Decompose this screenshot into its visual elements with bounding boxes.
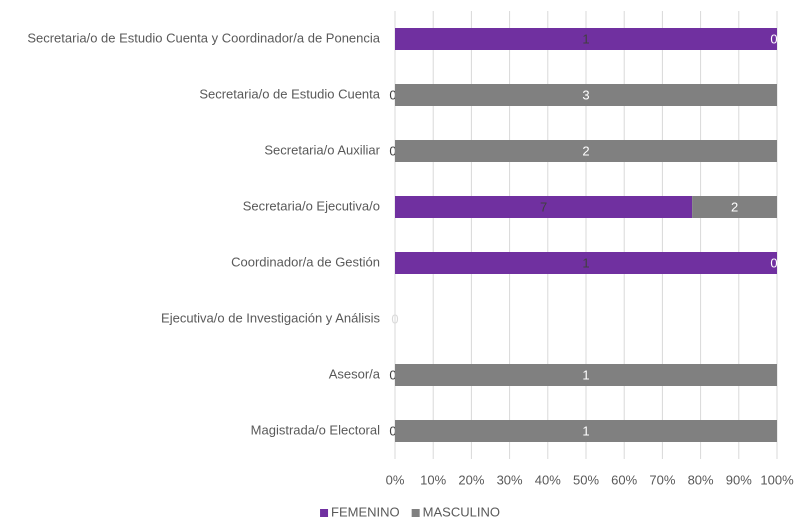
x-tick-label: 50% — [573, 472, 599, 487]
x-tick-label: 10% — [420, 472, 446, 487]
data-label: 2 — [731, 199, 738, 214]
x-tick-label: 60% — [611, 472, 637, 487]
bar-segment — [395, 252, 777, 274]
x-tick-label: 0% — [386, 472, 405, 487]
legend-label: FEMENINO — [331, 504, 400, 519]
y-tick-label: Secretaria/o Ejecutiva/o — [243, 198, 380, 213]
data-label: 0 — [389, 367, 396, 382]
x-tick-label: 40% — [535, 472, 561, 487]
data-label: 0 — [770, 31, 777, 46]
x-tick-label: 30% — [497, 472, 523, 487]
y-tick-label: Secretaria/o de Estudio Cuenta y Coordin… — [27, 30, 380, 45]
legend-swatch — [411, 509, 420, 517]
data-label: 1 — [582, 367, 589, 382]
data-label: 0 — [389, 143, 396, 158]
y-tick-label: Ejecutiva/o de Investigación y Análisis — [161, 310, 380, 325]
bar-segment — [692, 196, 777, 218]
legend-item: MASCULINO — [411, 504, 500, 519]
y-tick-label: Coordinador/a de Gestión — [231, 254, 380, 269]
x-tick-label: 80% — [688, 472, 714, 487]
y-tick-label: Asesor/a — [329, 366, 381, 381]
bar-segment — [395, 196, 693, 218]
data-label: 1 — [582, 255, 589, 270]
bar-segment — [395, 140, 777, 162]
x-tick-label: 70% — [649, 472, 675, 487]
x-tick-label: 20% — [458, 472, 484, 487]
bar-segment — [395, 364, 777, 386]
bar-segment — [395, 420, 777, 442]
y-tick-label: Secretaria/o Auxiliar — [264, 142, 380, 157]
data-label: 0 — [389, 87, 396, 102]
data-label: 7 — [540, 199, 547, 214]
data-label: 1 — [582, 31, 589, 46]
data-label: 2 — [582, 143, 589, 158]
x-tick-label: 90% — [726, 472, 752, 487]
data-label: 0 — [391, 311, 398, 326]
legend-label: MASCULINO — [423, 504, 500, 519]
data-label: 3 — [582, 87, 589, 102]
x-tick-label: 100% — [760, 472, 794, 487]
legend-item: FEMENINO — [320, 504, 400, 519]
data-label: 0 — [770, 255, 777, 270]
data-label: 1 — [582, 423, 589, 438]
bar-segment — [395, 28, 777, 50]
data-label: 0 — [389, 423, 396, 438]
bar-segment — [395, 84, 777, 106]
legend-swatch — [320, 509, 329, 517]
y-tick-label: Secretaria/o de Estudio Cuenta — [199, 86, 380, 101]
y-tick-label: Magistrada/o Electoral — [251, 422, 380, 437]
